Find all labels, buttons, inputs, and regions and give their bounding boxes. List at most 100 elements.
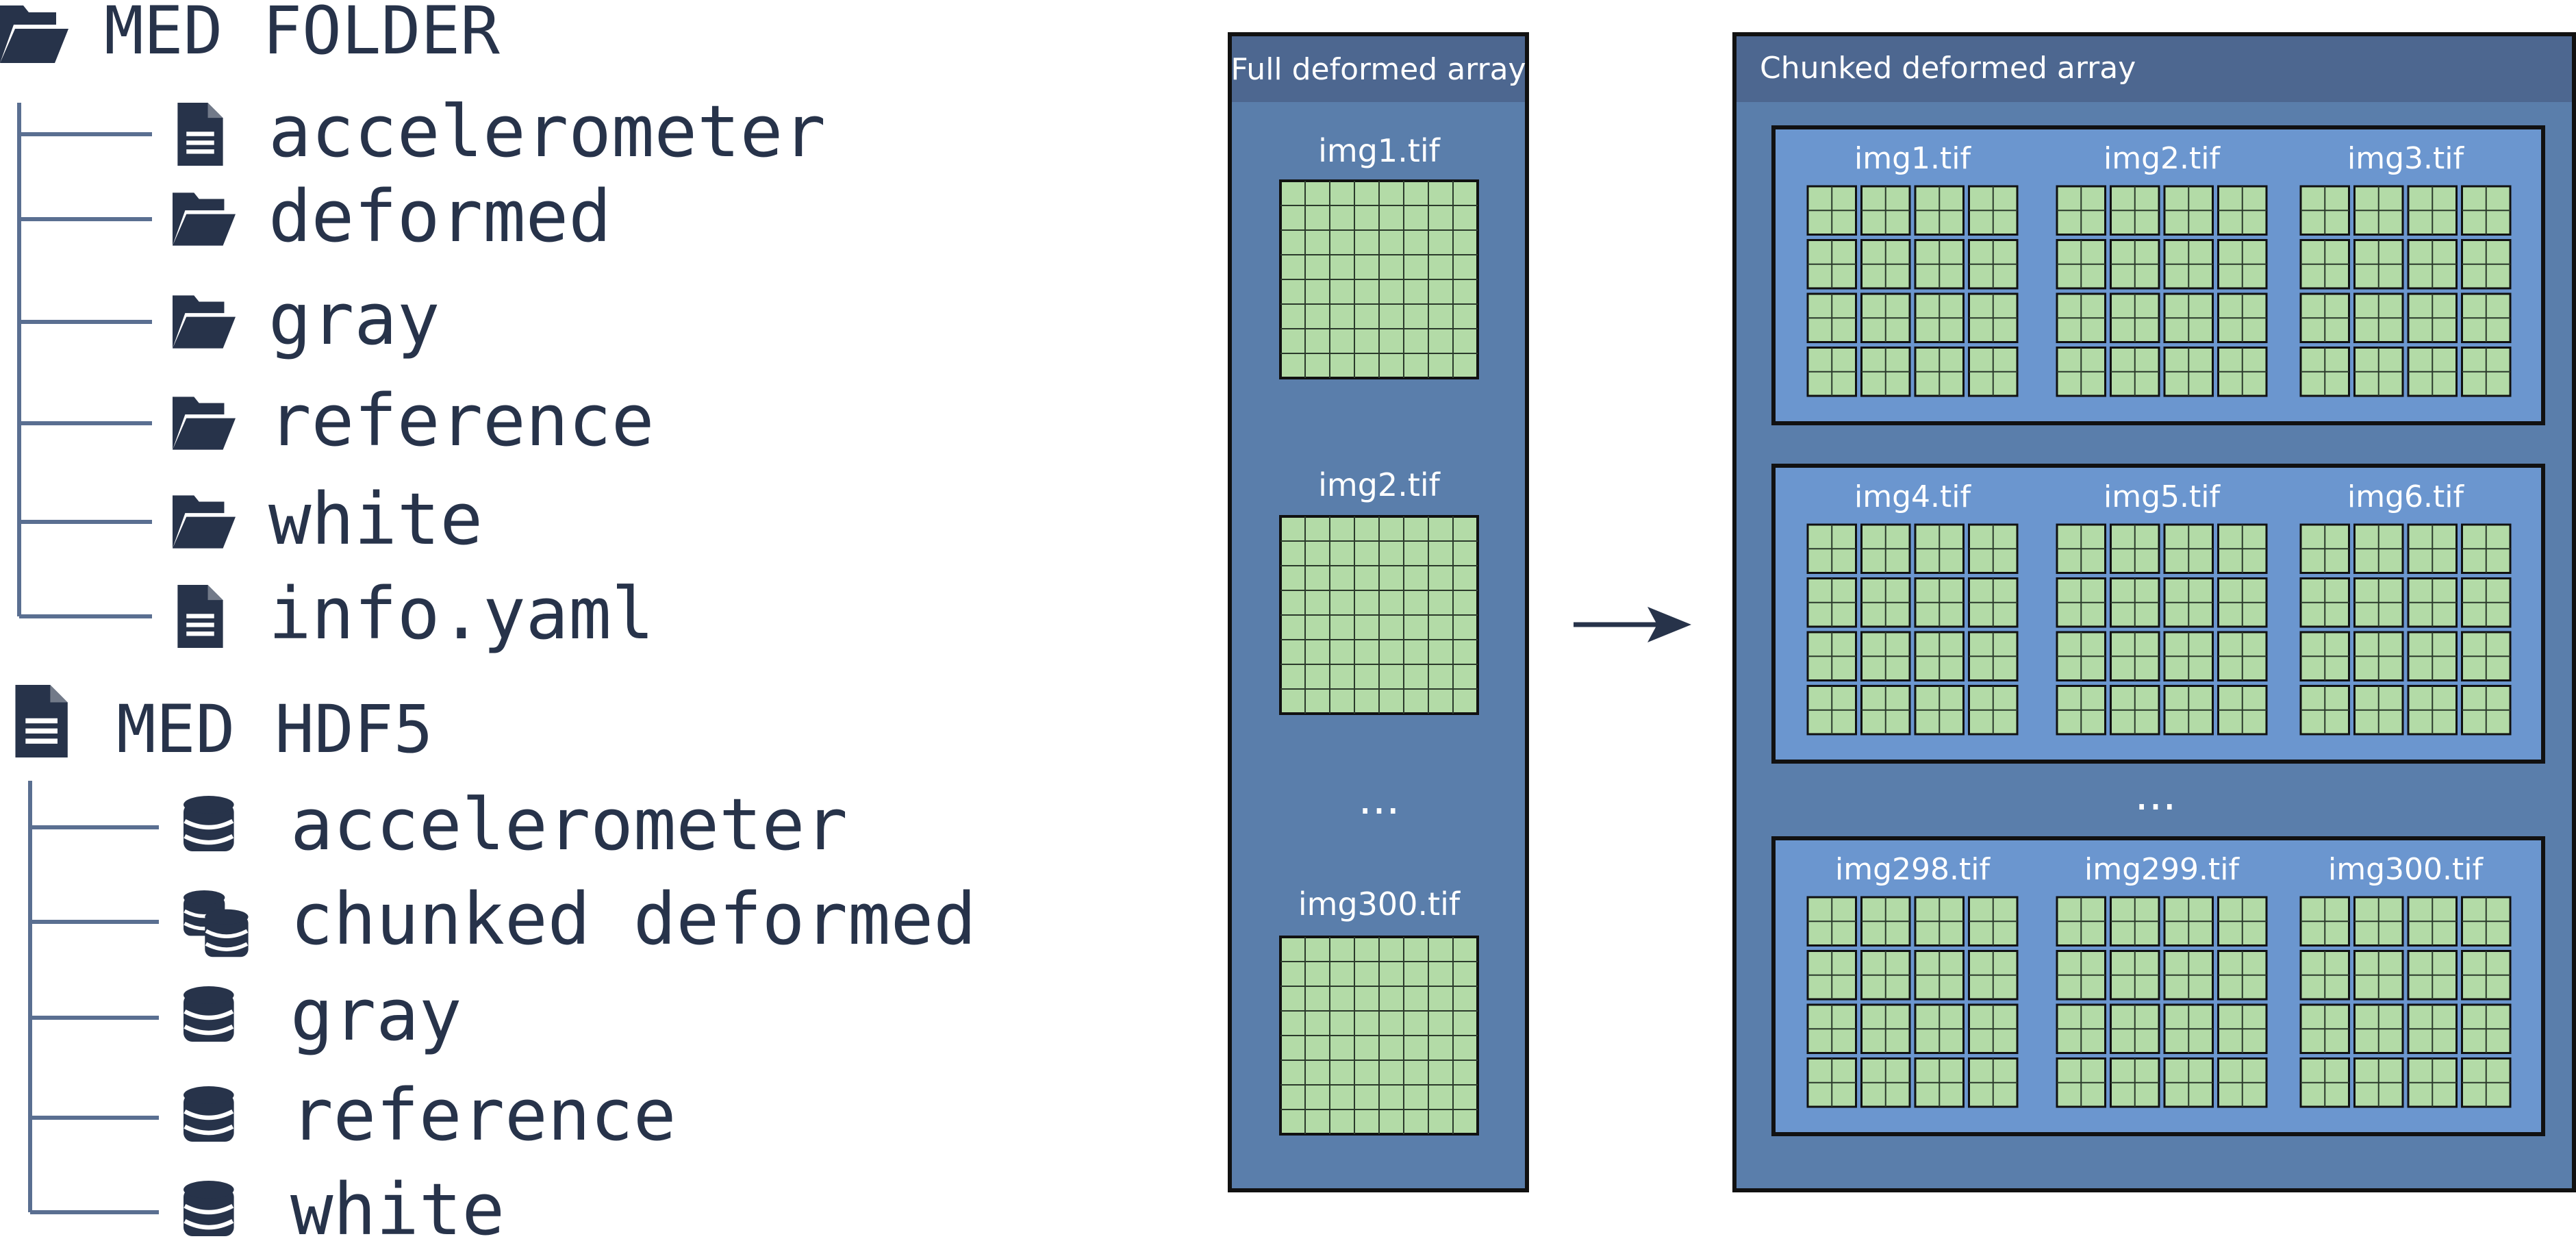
- chunked-image: img4.tif: [1806, 479, 2019, 736]
- file-line: [186, 614, 214, 618]
- db-band: [184, 1218, 234, 1230]
- file-line: [186, 140, 214, 145]
- tree-item-label: info.yaml: [268, 572, 655, 655]
- folder-back: [173, 397, 225, 450]
- db-band: [184, 818, 234, 830]
- file-trees: MED FOLDERaccelerometerdeformedgrayrefer…: [0, 0, 976, 1241]
- file-fold: [207, 585, 223, 601]
- chunked-image-label: img6.tif: [2347, 479, 2464, 514]
- tree-item: gray: [19, 277, 440, 361]
- db-top: [184, 986, 234, 1004]
- database-stack-icon: [184, 890, 249, 957]
- tree-item-label: reference: [268, 379, 655, 462]
- folder-front: [173, 316, 236, 349]
- database-icon: [184, 1086, 234, 1142]
- db-band: [184, 1009, 234, 1020]
- tree-item-label: accelerometer: [268, 90, 826, 173]
- db-band: [184, 1109, 234, 1120]
- db-top: [205, 909, 249, 925]
- chunked-image-label: img299.tif: [2084, 852, 2240, 887]
- database-icon: [184, 1181, 234, 1236]
- file-fold: [50, 685, 68, 703]
- db-band: [184, 1124, 234, 1136]
- full-array-header: [1232, 36, 1525, 102]
- tree-root-label: MED FOLDER: [104, 0, 500, 69]
- tree-root-label: MED HDF5: [116, 691, 433, 768]
- tree-item: gray: [30, 973, 462, 1057]
- folder-back: [0, 5, 56, 63]
- file-icon: [177, 103, 223, 166]
- folder-open-icon: [173, 295, 236, 349]
- full-image: img300.tif: [1279, 886, 1479, 1136]
- tree-item: deformed: [19, 175, 611, 258]
- folder-back: [173, 295, 225, 349]
- file-fold: [207, 103, 223, 118]
- database-icon: [184, 890, 225, 936]
- tree-item-label: chunked deformed: [290, 877, 976, 961]
- chunked-image: img299.tif: [2056, 852, 2268, 1108]
- file-line: [186, 631, 214, 636]
- chunked-image: img1.tif: [1806, 141, 2019, 397]
- tree-item: info.yaml: [19, 572, 655, 655]
- folder-front: [173, 516, 236, 549]
- full-image: img2.tif: [1279, 466, 1479, 715]
- right-arrow-icon: [1647, 607, 1691, 642]
- database-icon: [205, 909, 249, 957]
- db-top: [184, 1086, 234, 1104]
- full-array-title: Full deformed array: [1230, 52, 1526, 87]
- tree-item-label: deformed: [268, 175, 611, 258]
- tree-item-label: accelerometer: [290, 783, 848, 866]
- tree-item-label: white: [268, 477, 483, 561]
- folder-front: [173, 214, 236, 246]
- chunked-image: img6.tif: [2299, 479, 2512, 736]
- full-image-label: img1.tif: [1318, 132, 1441, 169]
- image-group: img4.tif img5.tif img6.tif: [1771, 464, 2545, 764]
- folder-front: [173, 418, 236, 450]
- db-top: [184, 796, 234, 814]
- folder-open-icon: [0, 5, 68, 63]
- full-deformed-array: Full deformed array img1.tif img2.tif img30…: [1228, 32, 1529, 1192]
- chunked-image-label: img5.tif: [2104, 479, 2221, 514]
- tree-item: chunked deformed: [30, 877, 976, 961]
- db-band: [205, 942, 249, 951]
- chunked-image-label: img298.tif: [1835, 852, 1991, 887]
- full-image-label: img300.tif: [1298, 886, 1461, 923]
- file-line: [186, 623, 214, 627]
- image-group: img298.tif img299.tif img300.tif: [1771, 836, 2545, 1136]
- database-icon: [184, 986, 234, 1042]
- file-line: [25, 728, 58, 734]
- full-image: img1.tif: [1279, 132, 1479, 379]
- chunked-image-label: img1.tif: [1854, 141, 1971, 176]
- folder-back: [173, 192, 225, 246]
- folder-open-icon: [173, 397, 236, 450]
- tree-item: accelerometer: [19, 90, 826, 173]
- db-band: [205, 929, 249, 938]
- chunked-image: img5.tif: [2056, 479, 2268, 736]
- tree-item-label: gray: [268, 277, 440, 361]
- file-line: [25, 718, 58, 724]
- image-group: img1.tif img2.tif img3.tif: [1771, 125, 2545, 425]
- folder-open-icon: [173, 495, 236, 549]
- folder-open-icon: [173, 192, 236, 246]
- chunked-image: img300.tif: [2299, 852, 2512, 1108]
- chunked-array-ellipsis: ...: [2134, 770, 2176, 820]
- full-image-label: img2.tif: [1318, 466, 1441, 503]
- tree-item-label: gray: [290, 973, 462, 1057]
- db-top: [184, 890, 225, 905]
- chunked-image: img2.tif: [2056, 141, 2268, 397]
- tree-item: reference: [30, 1073, 677, 1157]
- chunked-image: img298.tif: [1806, 852, 2019, 1108]
- folder-back: [173, 495, 225, 549]
- file-icon: [15, 685, 68, 757]
- hdf5-tree: MED HDF5 accelerometer chunked deformed gra…: [15, 685, 976, 1241]
- chunked-image-label: img3.tif: [2347, 141, 2464, 176]
- transform-arrow: [1574, 607, 1691, 642]
- chunked-image-label: img300.tif: [2328, 852, 2484, 887]
- chunked-image-label: img4.tif: [1854, 479, 1971, 514]
- tree-item: accelerometer: [30, 783, 848, 866]
- tree-item: white: [19, 477, 483, 561]
- db-band: [184, 1203, 234, 1215]
